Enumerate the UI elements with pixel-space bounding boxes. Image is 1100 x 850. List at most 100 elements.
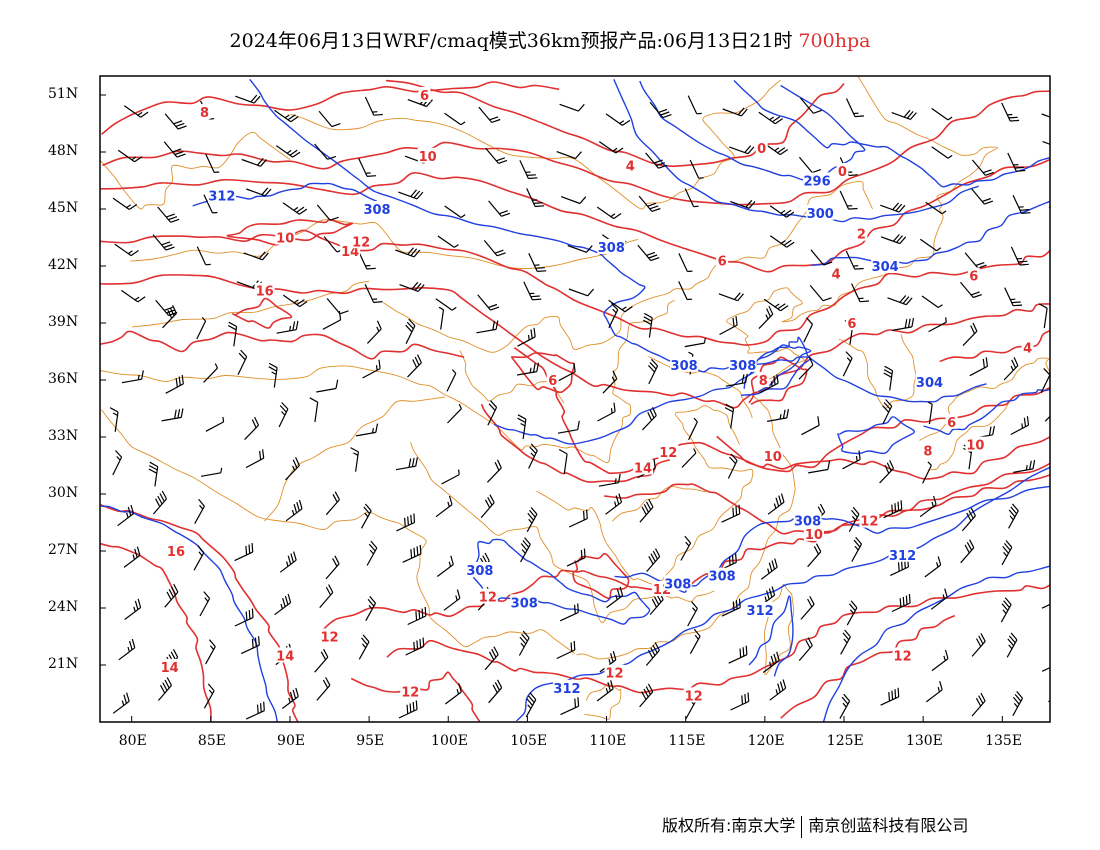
wind-barb: [880, 687, 900, 706]
wind-barb: [395, 247, 421, 258]
wind-barb: [721, 598, 741, 617]
barb-feather: [121, 700, 125, 706]
wind-barb: [689, 159, 704, 179]
temperature-isoline: [100, 158, 1050, 273]
barb-feather: [529, 446, 537, 454]
barb-feather: [376, 320, 382, 330]
barb-feather: [494, 249, 504, 254]
barb-feather: [406, 704, 409, 714]
barb-feather: [651, 207, 661, 212]
temperature-label-bg: [632, 459, 653, 475]
barb-feather: [612, 370, 618, 380]
wind-barb: [1041, 113, 1050, 118]
barb-feather: [376, 326, 380, 332]
barb-feather: [984, 200, 994, 205]
barb-feather: [290, 116, 299, 123]
wind-barb: [483, 240, 506, 257]
border-line: [648, 355, 753, 419]
barb-shaft: [922, 465, 932, 484]
barb-feather: [410, 189, 417, 197]
temperature-isoline: [748, 356, 808, 406]
barb-feather: [159, 493, 165, 502]
height-label: 304: [916, 376, 943, 391]
lon-label-80e: 80E: [118, 733, 147, 749]
barb-feather: [732, 601, 735, 611]
wind-barb: [355, 423, 379, 437]
barb-feather: [905, 297, 913, 306]
temperature-label-bg: [418, 87, 431, 102]
barb-shaft: [364, 284, 375, 303]
barb-shaft: [1052, 476, 1070, 485]
barb-feather: [279, 405, 287, 413]
barb-shaft: [800, 97, 814, 114]
barb-feather: [841, 696, 849, 705]
barb-feather: [323, 648, 329, 658]
temperature-isoline: [513, 347, 1050, 475]
barb-feather: [412, 359, 418, 368]
barb-shaft: [233, 326, 238, 347]
wind-barb: [724, 403, 735, 429]
barb-feather: [730, 453, 738, 461]
wind-barb: [276, 320, 299, 334]
barb-feather: [1013, 357, 1019, 366]
barb-feather: [134, 548, 138, 558]
barb-feather: [177, 125, 187, 130]
wind-barb: [848, 506, 860, 532]
barb-feather: [498, 159, 508, 164]
wind-barb: [566, 548, 586, 567]
wind-barb: [124, 598, 142, 620]
barb-feather: [648, 498, 654, 508]
barb-feather: [174, 150, 184, 156]
wind-barb: [484, 646, 499, 671]
temperature-label-bg: [400, 683, 421, 699]
barb-feather: [813, 109, 822, 114]
barb-shaft: [928, 321, 947, 333]
barb-shaft: [807, 551, 822, 568]
wind-barb: [1048, 206, 1050, 209]
height-isoline: [733, 80, 1050, 188]
wind-barb: [203, 683, 215, 709]
temperature-isoline: [604, 474, 1050, 535]
copyright-owner: 版权所有:南京大学: [662, 816, 796, 835]
wind-barb: [883, 365, 894, 391]
barb-shaft: [919, 238, 938, 252]
barb-feather: [1072, 235, 1078, 242]
temperature-label: 4: [832, 268, 841, 283]
barb-feather: [766, 308, 771, 317]
barb-feather: [220, 467, 223, 473]
barb-feather: [168, 589, 175, 598]
wind-barb: [118, 638, 136, 661]
barb-shaft: [1053, 506, 1071, 514]
wind-barb: [441, 469, 460, 485]
barb-feather: [201, 316, 207, 322]
barb-feather: [335, 379, 339, 389]
barb-feather: [966, 512, 972, 522]
barb-feather: [415, 457, 418, 467]
wind-barb: [971, 692, 986, 717]
barb-feather: [251, 543, 254, 553]
wind-barb: [1042, 141, 1050, 145]
temperature-label-bg: [945, 413, 958, 429]
barb-feather: [647, 412, 653, 421]
barb-feather: [177, 408, 181, 419]
height-isoline: [614, 485, 1050, 593]
barb-feather: [520, 543, 528, 551]
wind-barb: [205, 416, 225, 432]
barb-feather: [854, 267, 864, 270]
lat-label-33n: 33N: [48, 428, 79, 444]
barb-feather: [422, 637, 425, 647]
barb-feather: [1025, 465, 1028, 471]
barb-feather: [586, 509, 588, 519]
barb-feather: [848, 207, 858, 210]
barb-shaft: [1012, 194, 1023, 214]
wind-barb: [559, 603, 579, 622]
barb-feather: [780, 240, 786, 244]
barb-feather: [813, 546, 820, 555]
barb-feather: [745, 645, 748, 655]
barb-feather: [405, 324, 413, 333]
wind-barb: [121, 370, 144, 384]
barb-feather: [936, 562, 939, 568]
barb-feather: [166, 591, 172, 601]
barb-feather: [612, 308, 617, 314]
